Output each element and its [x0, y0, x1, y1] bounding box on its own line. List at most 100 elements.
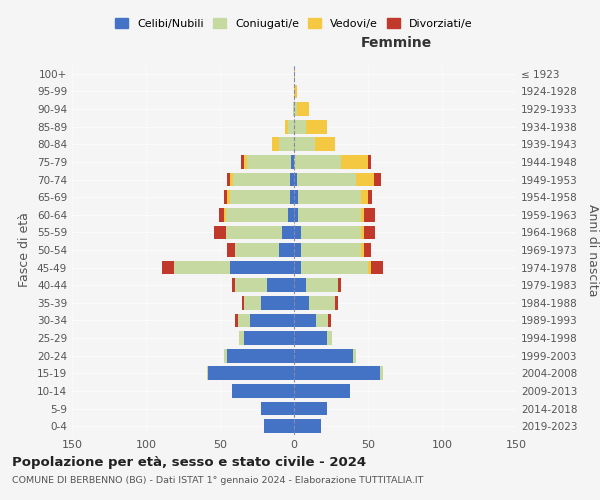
Bar	[162, 260, 174, 274]
Bar	[294, 67, 295, 80]
Bar	[368, 190, 373, 204]
Bar	[238, 314, 250, 328]
Bar	[232, 384, 294, 398]
Bar	[294, 420, 320, 433]
Bar	[361, 190, 368, 204]
Bar	[368, 260, 371, 274]
Bar	[294, 138, 315, 151]
Bar	[301, 260, 368, 274]
Bar	[328, 314, 331, 328]
Bar	[293, 102, 294, 116]
Bar	[242, 296, 244, 310]
Bar	[301, 226, 361, 239]
Text: Femmine: Femmine	[361, 36, 432, 50]
Bar	[227, 190, 230, 204]
Bar	[306, 278, 338, 292]
Bar	[279, 138, 294, 151]
Bar	[374, 172, 382, 186]
Bar	[288, 208, 294, 222]
Bar	[244, 296, 262, 310]
Bar	[224, 190, 227, 204]
Bar	[241, 155, 244, 169]
Bar	[335, 296, 338, 310]
Bar	[309, 296, 335, 310]
Y-axis label: Fasce di età: Fasce di età	[19, 212, 31, 288]
Bar	[250, 314, 294, 328]
Text: Popolazione per età, sesso e stato civile - 2024: Popolazione per età, sesso e stato civil…	[12, 456, 366, 469]
Bar	[294, 84, 297, 98]
Bar	[244, 155, 247, 169]
Bar	[353, 349, 356, 362]
Bar	[224, 208, 226, 222]
Bar	[294, 331, 326, 345]
Bar	[290, 172, 294, 186]
Bar	[364, 243, 371, 257]
Bar	[294, 366, 380, 380]
Bar	[338, 278, 341, 292]
Bar	[371, 260, 383, 274]
Bar	[298, 190, 361, 204]
Bar	[227, 243, 235, 257]
Bar	[239, 331, 244, 345]
Bar	[316, 314, 328, 328]
Bar	[294, 226, 301, 239]
Bar	[294, 155, 341, 169]
Bar	[235, 314, 238, 328]
Bar	[235, 278, 268, 292]
Bar	[326, 331, 332, 345]
Bar	[206, 366, 208, 380]
Bar	[230, 190, 290, 204]
Text: COMUNE DI BERBENNO (BG) - Dati ISTAT 1° gennaio 2024 - Elaborazione TUTTITALIA.I: COMUNE DI BERBENNO (BG) - Dati ISTAT 1° …	[12, 476, 424, 485]
Bar	[341, 155, 368, 169]
Bar	[294, 120, 306, 134]
Bar	[244, 331, 294, 345]
Bar	[285, 120, 288, 134]
Bar	[288, 120, 294, 134]
Bar	[247, 155, 291, 169]
Bar	[279, 243, 294, 257]
Y-axis label: Anni di nascita: Anni di nascita	[586, 204, 599, 296]
Bar	[306, 120, 326, 134]
Bar	[294, 190, 298, 204]
Bar	[226, 226, 282, 239]
Bar	[361, 208, 364, 222]
Bar	[268, 278, 294, 292]
Bar	[230, 172, 233, 186]
Bar	[315, 138, 335, 151]
Bar	[233, 172, 290, 186]
Bar	[294, 102, 297, 116]
Bar	[290, 190, 294, 204]
Bar	[298, 208, 361, 222]
Bar	[361, 226, 364, 239]
Legend: Celibi/Nubili, Coniugati/e, Vedovi/e, Divorziati/e: Celibi/Nubili, Coniugati/e, Vedovi/e, Di…	[112, 15, 476, 32]
Bar	[227, 349, 294, 362]
Bar	[380, 366, 383, 380]
Bar	[262, 402, 294, 415]
Bar	[294, 260, 301, 274]
Bar	[218, 208, 224, 222]
Bar	[294, 402, 326, 415]
Bar	[294, 314, 316, 328]
Bar	[282, 226, 294, 239]
Bar	[174, 260, 230, 274]
Bar	[214, 226, 226, 239]
Bar	[232, 278, 235, 292]
Bar	[294, 172, 297, 186]
Bar	[272, 138, 279, 151]
Bar	[294, 349, 353, 362]
Bar	[208, 366, 294, 380]
Bar	[294, 296, 309, 310]
Bar	[230, 260, 294, 274]
Bar	[356, 172, 374, 186]
Bar	[291, 155, 294, 169]
Bar	[361, 243, 364, 257]
Bar	[297, 172, 356, 186]
Bar	[294, 243, 301, 257]
Bar	[368, 155, 371, 169]
Bar	[227, 172, 230, 186]
Bar	[294, 278, 306, 292]
Bar	[262, 296, 294, 310]
Bar	[226, 208, 288, 222]
Bar	[235, 243, 279, 257]
Bar	[294, 208, 298, 222]
